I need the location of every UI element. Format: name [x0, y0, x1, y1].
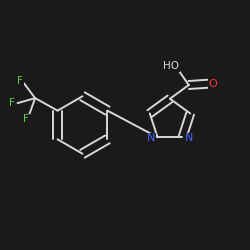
Text: O: O: [208, 79, 218, 89]
Text: F: F: [17, 76, 23, 86]
Text: F: F: [24, 114, 29, 124]
Text: HO: HO: [163, 61, 179, 71]
Text: N: N: [184, 134, 193, 143]
Text: F: F: [9, 98, 15, 108]
Text: N: N: [147, 134, 156, 143]
